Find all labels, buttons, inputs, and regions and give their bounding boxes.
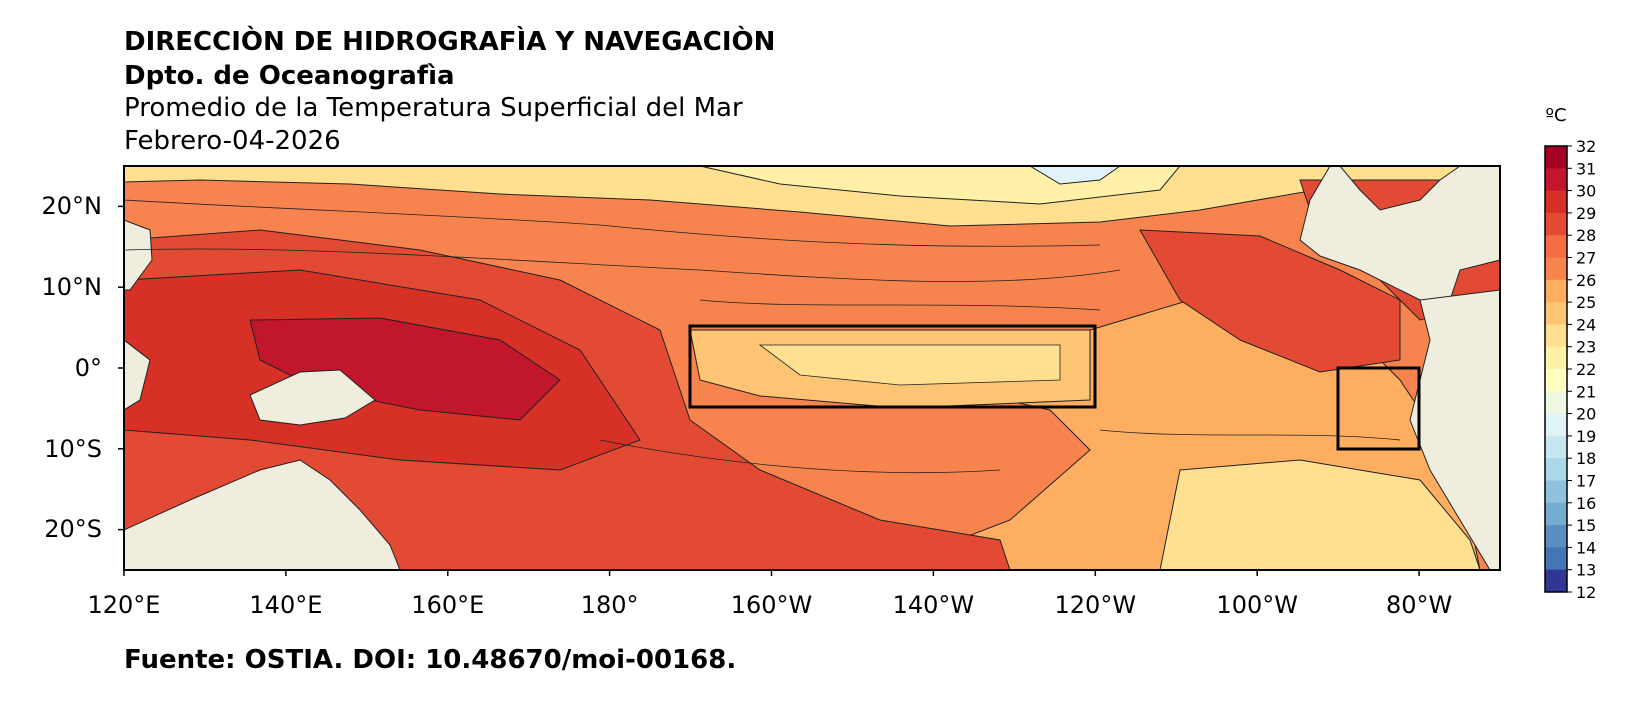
lon-label: 160°W [731,591,813,619]
land-masses [124,166,1500,570]
land-west-islands [124,219,153,291]
lon-label: 160°E [411,591,484,619]
contour-lines [124,199,1401,474]
lat-ticks [118,205,124,531]
title-institution: DIRECCIÒN DE HIDROGRAFÌA Y NAVEGACIÒN [124,27,776,57]
lon-label: 80°W [1386,591,1452,619]
lon-label: 120°E [88,591,161,619]
lat-labels: 20°N 10°N 0° 10°S 20°S [42,192,103,543]
land-new-guinea [249,369,376,426]
land-borneo [124,339,151,411]
lat-label: 10°N [42,273,103,301]
lon-label: 140°E [249,591,322,619]
lon-label: 100°W [1216,591,1298,619]
ocean-band-24-eq [758,344,1061,386]
lat-label: 0° [75,354,102,382]
source-credit: Fuente: OSTIA. DOI: 10.48670/moi-00168. [124,645,737,675]
lon-label: 120°W [1055,591,1137,619]
title-department: Dpto. de Oceanografìa [124,61,455,91]
region-nino34-box [688,324,1097,409]
lon-label: 180° [581,591,639,619]
ocean-band-20 [1029,166,1121,185]
region-nino12-box [1336,366,1421,451]
ocean-band-29-east [1139,229,1401,373]
land-south-america [1409,289,1500,570]
ocean-band-31 [249,317,561,421]
lat-label: 20°N [42,192,103,220]
map-fields [124,166,1500,570]
lat-label: 20°S [44,515,102,543]
lon-labels: 120°E 140°E 160°E 180° 160°W 140°W 120°W… [88,591,1453,619]
title-date: Febrero-04-2026 [124,126,341,156]
land-central-america [1190,166,1500,301]
title-description: Promedio de la Temperatura Superficial d… [124,93,743,123]
land-australia [124,459,401,570]
ocean-band-24-south [1159,459,1481,570]
lon-ticks [123,570,1420,576]
lon-label: 140°W [893,591,975,619]
lat-label: 10°S [44,435,102,463]
